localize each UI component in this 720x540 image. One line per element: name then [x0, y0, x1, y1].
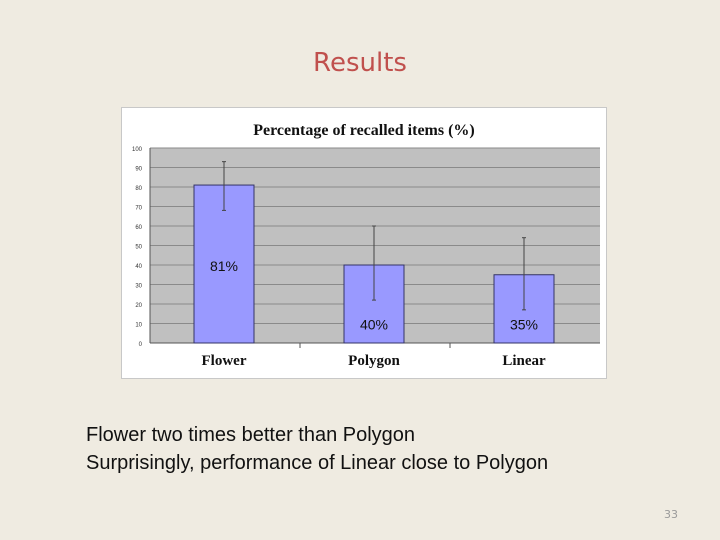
chart-title: Percentage of recalled items (%) [253, 122, 475, 139]
x-category-label: Linear [502, 353, 546, 369]
bullet-list: Flower two times better than Polygon Sur… [86, 421, 548, 477]
y-tick-label: 0 [139, 342, 143, 348]
y-tick-label: 100 [132, 147, 143, 153]
plot-area: 0 10 20 30 40 50 60 70 80 90 100 Flower 81% Polygon 40… [132, 147, 600, 369]
bar-chart: Percentage of recalled items (%) 0 10 20 30… [132, 122, 600, 369]
bullet-item: Flower two times better than Polygon [86, 424, 416, 446]
y-tick-label: 50 [135, 245, 142, 251]
y-tick-label: 40 [135, 264, 142, 270]
y-tick-label: 70 [135, 206, 142, 212]
y-tick-label: 90 [135, 167, 142, 173]
y-tick-label: 10 [135, 323, 142, 329]
page-number: 33 [664, 508, 678, 521]
bullet-item: Surprisingly, performance of Linear clos… [86, 452, 549, 474]
data-label: 81% [210, 258, 238, 274]
x-category-label: Polygon [348, 353, 400, 369]
x-category-label: Flower [202, 353, 247, 369]
chart-container: Percentage of recalled items (%) 0 10 20 30… [121, 107, 607, 379]
y-tick-label: 20 [135, 303, 142, 309]
y-tick-label: 60 [135, 225, 142, 231]
data-label: 40% [360, 316, 388, 332]
slide-title: Results [313, 48, 407, 78]
y-tick-label: 30 [135, 284, 142, 290]
data-label: 35% [510, 316, 538, 332]
y-tick-label: 80 [135, 186, 142, 192]
